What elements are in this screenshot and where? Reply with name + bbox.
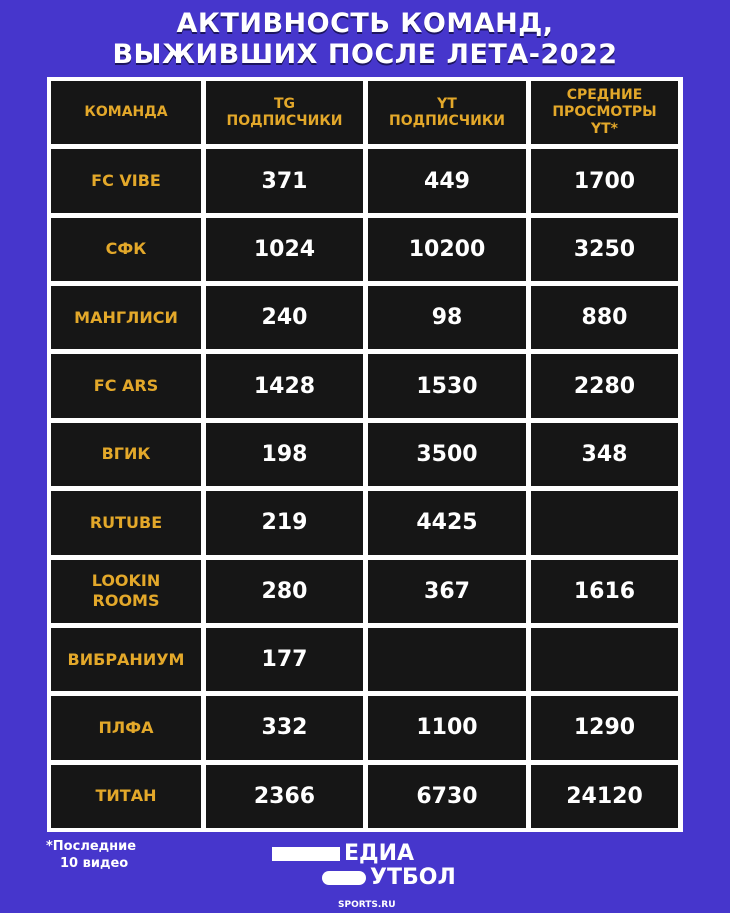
yt-cell: 449 — [368, 149, 526, 213]
yt-cell: 4425 — [368, 491, 526, 555]
footnote: *Последние 10 видео — [46, 838, 136, 872]
yt-cell: 3500 — [368, 422, 526, 487]
views-cell — [531, 491, 678, 555]
header-yt: YT ПОДПИСЧИКИ — [368, 81, 526, 145]
page-title: АКТИВНОСТЬ КОМАНД, ВЫЖИВШИХ ПОСЛЕ ЛЕТА-2… — [0, 8, 730, 70]
views-cell: 1700 — [531, 149, 678, 213]
views-cell: 1616 — [531, 559, 678, 623]
yt-cell: 6730 — [368, 764, 526, 828]
team-cell: СФК — [51, 217, 201, 282]
views-cell — [531, 627, 678, 692]
tg-cell: 332 — [206, 696, 363, 760]
team-cell: FC VIBE — [51, 149, 201, 213]
logo-line-2: УТБОЛ — [370, 865, 456, 890]
logo-line-1: ЕДИА — [344, 841, 415, 866]
tg-cell: 198 — [206, 422, 363, 487]
header-views: СРЕДНИЕ ПРОСМОТРЫ YT* — [531, 81, 678, 145]
tg-cell: 219 — [206, 491, 363, 555]
team-cell: ВГИК — [51, 422, 201, 487]
views-cell: 3250 — [531, 217, 678, 282]
yt-cell: 98 — [368, 286, 526, 350]
team-cell: RUTUBE — [51, 491, 201, 555]
yt-cell: 367 — [368, 559, 526, 623]
tg-cell: 2366 — [206, 764, 363, 828]
tg-cell: 240 — [206, 286, 363, 350]
logo-f-shape — [322, 871, 366, 885]
yt-cell: 10200 — [368, 217, 526, 282]
team-cell: FC ARS — [51, 354, 201, 418]
team-cell: ТИТАН — [51, 764, 201, 828]
views-cell: 24120 — [531, 764, 678, 828]
stats-table: КОМАНДА TG ПОДПИСЧИКИ YT ПОДПИСЧИКИ СРЕД… — [47, 77, 683, 832]
media-football-logo: ЕДИА УТБОЛ — [272, 842, 456, 890]
title-line-1: АКТИВНОСТЬ КОМАНД, — [176, 8, 554, 39]
header-team: КОМАНДА — [51, 81, 201, 145]
team-cell: ВИБРАНИУМ — [51, 627, 201, 692]
tg-cell: 1428 — [206, 354, 363, 418]
yt-cell — [368, 627, 526, 692]
title-line-2: ВЫЖИВШИХ ПОСЛЕ ЛЕТА-2022 — [112, 39, 618, 70]
footnote-line-2: 10 видео — [60, 856, 129, 871]
views-cell: 880 — [531, 286, 678, 350]
source-label: SPORTS.RU — [338, 900, 396, 910]
header-tg: TG ПОДПИСЧИКИ — [206, 81, 363, 145]
team-cell: ПЛФА — [51, 696, 201, 760]
views-cell: 348 — [531, 422, 678, 487]
footnote-line-1: *Последние — [46, 839, 137, 854]
yt-cell: 1100 — [368, 696, 526, 760]
tg-cell: 280 — [206, 559, 363, 623]
tg-cell: 1024 — [206, 217, 363, 282]
logo-m-shape — [272, 847, 340, 861]
views-cell: 2280 — [531, 354, 678, 418]
team-cell: МАНГЛИСИ — [51, 286, 201, 350]
tg-cell: 177 — [206, 627, 363, 692]
team-cell: LOOKIN ROOMS — [51, 559, 201, 623]
yt-cell: 1530 — [368, 354, 526, 418]
views-cell: 1290 — [531, 696, 678, 760]
tg-cell: 371 — [206, 149, 363, 213]
